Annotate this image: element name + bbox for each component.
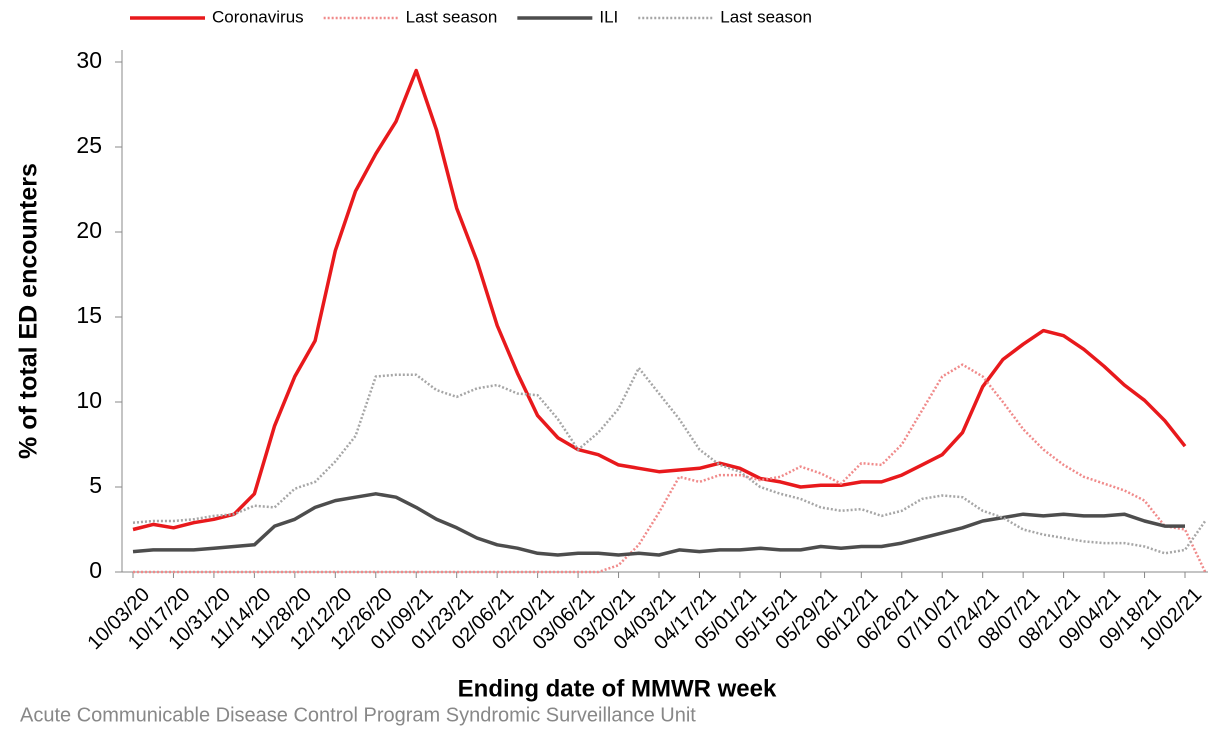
legend-label: Last season: [720, 7, 812, 26]
y-tick-label: 15: [76, 302, 102, 328]
y-tick-label: 0: [89, 557, 102, 583]
series-line: [132, 366, 1207, 555]
y-tick-label: 30: [76, 47, 102, 73]
y-tick-label: 20: [76, 217, 102, 243]
legend-label: Coronavirus: [212, 7, 304, 26]
series-line: [132, 492, 1185, 557]
y-tick-label: 5: [89, 472, 102, 498]
y-tick-label: 10: [76, 387, 102, 413]
x-axis-title: Ending date of MMWR week: [458, 675, 777, 702]
legend-label: Last season: [406, 7, 498, 26]
y-tick-label: 25: [76, 132, 102, 158]
series-line: [132, 68, 1187, 532]
legend-label: ILI: [599, 7, 618, 26]
y-axis-title: % of total ED encounters: [15, 163, 43, 459]
series-line: [133, 363, 1207, 574]
source-note: Acute Communicable Disease Control Progr…: [20, 704, 696, 726]
